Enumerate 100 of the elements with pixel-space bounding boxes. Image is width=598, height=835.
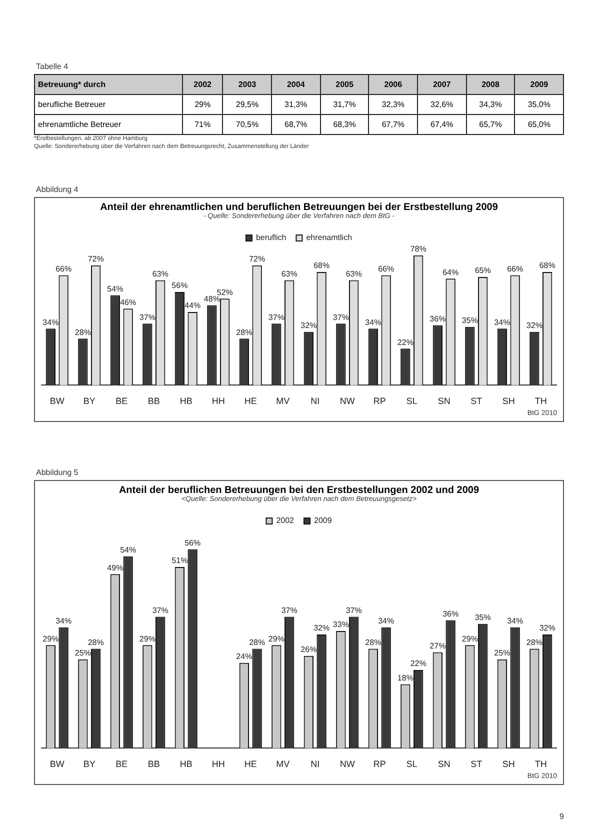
data-label: 72% [88, 254, 104, 264]
data-label: 36% [430, 314, 446, 324]
x-tick-label: SH [502, 759, 515, 770]
data-label: 34% [42, 318, 59, 327]
data-label: 32,3% [368, 94, 418, 114]
data-label: 27% [430, 641, 446, 650]
x-tick-label: BW [50, 759, 65, 770]
x-tick-label: 2005 [320, 74, 369, 94]
data-label: 29% [182, 94, 223, 114]
x-tick-label: HB [180, 396, 192, 406]
data-label: 33% [332, 620, 349, 630]
data-label: 65% [474, 266, 491, 276]
x-tick-label: TH [534, 396, 547, 406]
x-tick-label: SL [406, 396, 418, 406]
data-label: 54% [120, 546, 136, 555]
x-tick-label: 2009 [514, 74, 564, 94]
x-tick-label: BY [83, 396, 96, 406]
data-label: 67,7% [368, 114, 418, 134]
data-label: 35% [474, 613, 491, 622]
data-label: 63% [281, 270, 298, 279]
data-label: 34% [378, 616, 394, 626]
x-tick-label: NW [340, 759, 356, 770]
data-label: 68% [539, 261, 556, 270]
chart-title: Anteil der beruflichen Betreuungen bei den Erstbestellungen 2002 und 2009 [118, 485, 480, 496]
data-label: 68,3% [320, 114, 369, 134]
data-label: 72% [249, 254, 266, 264]
data-label: 29% [139, 634, 156, 644]
x-tick-label: BE [116, 759, 128, 770]
data-label: 35% [462, 316, 478, 326]
x-tick-label: HH [212, 396, 225, 406]
data-label: 66% [378, 264, 394, 274]
data-label: 34,3% [466, 94, 515, 114]
data-label: 32% [526, 321, 542, 330]
data-label: 68% [314, 261, 330, 270]
legend-label: 2002 [276, 516, 295, 526]
x-tick-label: 2004 [272, 74, 320, 94]
x-tick-label: SN [438, 759, 450, 770]
data-label: 36% [442, 609, 459, 618]
x-tick-label: HE [244, 396, 257, 406]
x-tick-label: BB [148, 759, 160, 770]
y-tick-label: ehrenamtliche Betreuer [34, 114, 182, 134]
data-label: 63% [346, 270, 362, 279]
data-label: 32,6% [418, 94, 466, 114]
data-label: 63% [152, 270, 168, 279]
text: 9 [560, 812, 564, 821]
data-label: 37% [346, 606, 362, 615]
x-tick-label: NW [340, 396, 356, 406]
data-label: 64% [442, 268, 459, 277]
x-tick-label: MV [276, 759, 290, 770]
data-label: 37% [152, 606, 168, 615]
data-label: 48% [204, 294, 220, 304]
legend-label: ehrenamtlich [306, 233, 352, 242]
data-label: 37% [268, 312, 284, 322]
data-label: 78% [410, 244, 426, 254]
y-tick-label: berufliche Betreuer [34, 94, 182, 114]
data-label: 54% [107, 284, 124, 294]
x-tick-label: 2006 [368, 74, 418, 94]
data-label: 26% [300, 645, 317, 654]
data-label: 25% [494, 648, 510, 658]
data-label: 34% [507, 616, 524, 626]
data-label: 66% [56, 264, 72, 274]
x-tick-label: HB [180, 759, 192, 770]
data-label: 44% [184, 301, 201, 310]
data-label: 24% [236, 652, 252, 662]
data-label: 70,5% [222, 114, 272, 134]
data-label: 29% [42, 634, 59, 644]
data-label: 65,7% [466, 114, 515, 134]
data-label: 46% [120, 298, 136, 307]
data-label: 34% [56, 616, 72, 626]
data-label: 18% [397, 673, 414, 682]
x-tick-label: HH [212, 759, 225, 770]
x-tick-label: RP [373, 396, 386, 406]
x-tick-label: BW [50, 396, 65, 406]
data-label: 52% [216, 288, 233, 297]
x-tick-label: 2007 [418, 74, 466, 94]
data-label: 66% [507, 264, 524, 274]
x-tick-label: RP [373, 759, 386, 770]
chart-title: Anteil der ehrenamtlichen und beruflichen Betreuungen bei der Erstbestellung 2009 [99, 202, 499, 213]
legend-label: beruflich [256, 233, 286, 242]
data-label: 28% [365, 638, 382, 647]
data-label: 32% [314, 624, 330, 633]
x-tick-label: ST [470, 396, 483, 406]
data-label: 29,5% [222, 94, 272, 114]
x-tick-label: HE [244, 759, 257, 770]
data-label: 51% [172, 556, 188, 566]
x-tick-label: SH [502, 396, 515, 406]
data-label: 28% [88, 638, 104, 647]
x-tick-label: NI [310, 759, 320, 770]
x-tick-label: ST [470, 759, 483, 770]
x-tick-label: 2008 [466, 74, 515, 94]
data-label: 56% [184, 538, 201, 548]
data-label: 28% [249, 638, 266, 647]
data-label: 37% [281, 606, 298, 615]
data-label: 65,0% [514, 114, 564, 134]
x-tick-label: BB [148, 396, 160, 406]
x-tick-label: 2002 [182, 74, 223, 94]
text: Abbildung 5 [36, 468, 80, 477]
x-tick-label: BY [83, 759, 96, 770]
data-label: 29% [462, 634, 478, 644]
text: Tabelle 4 [36, 62, 70, 71]
